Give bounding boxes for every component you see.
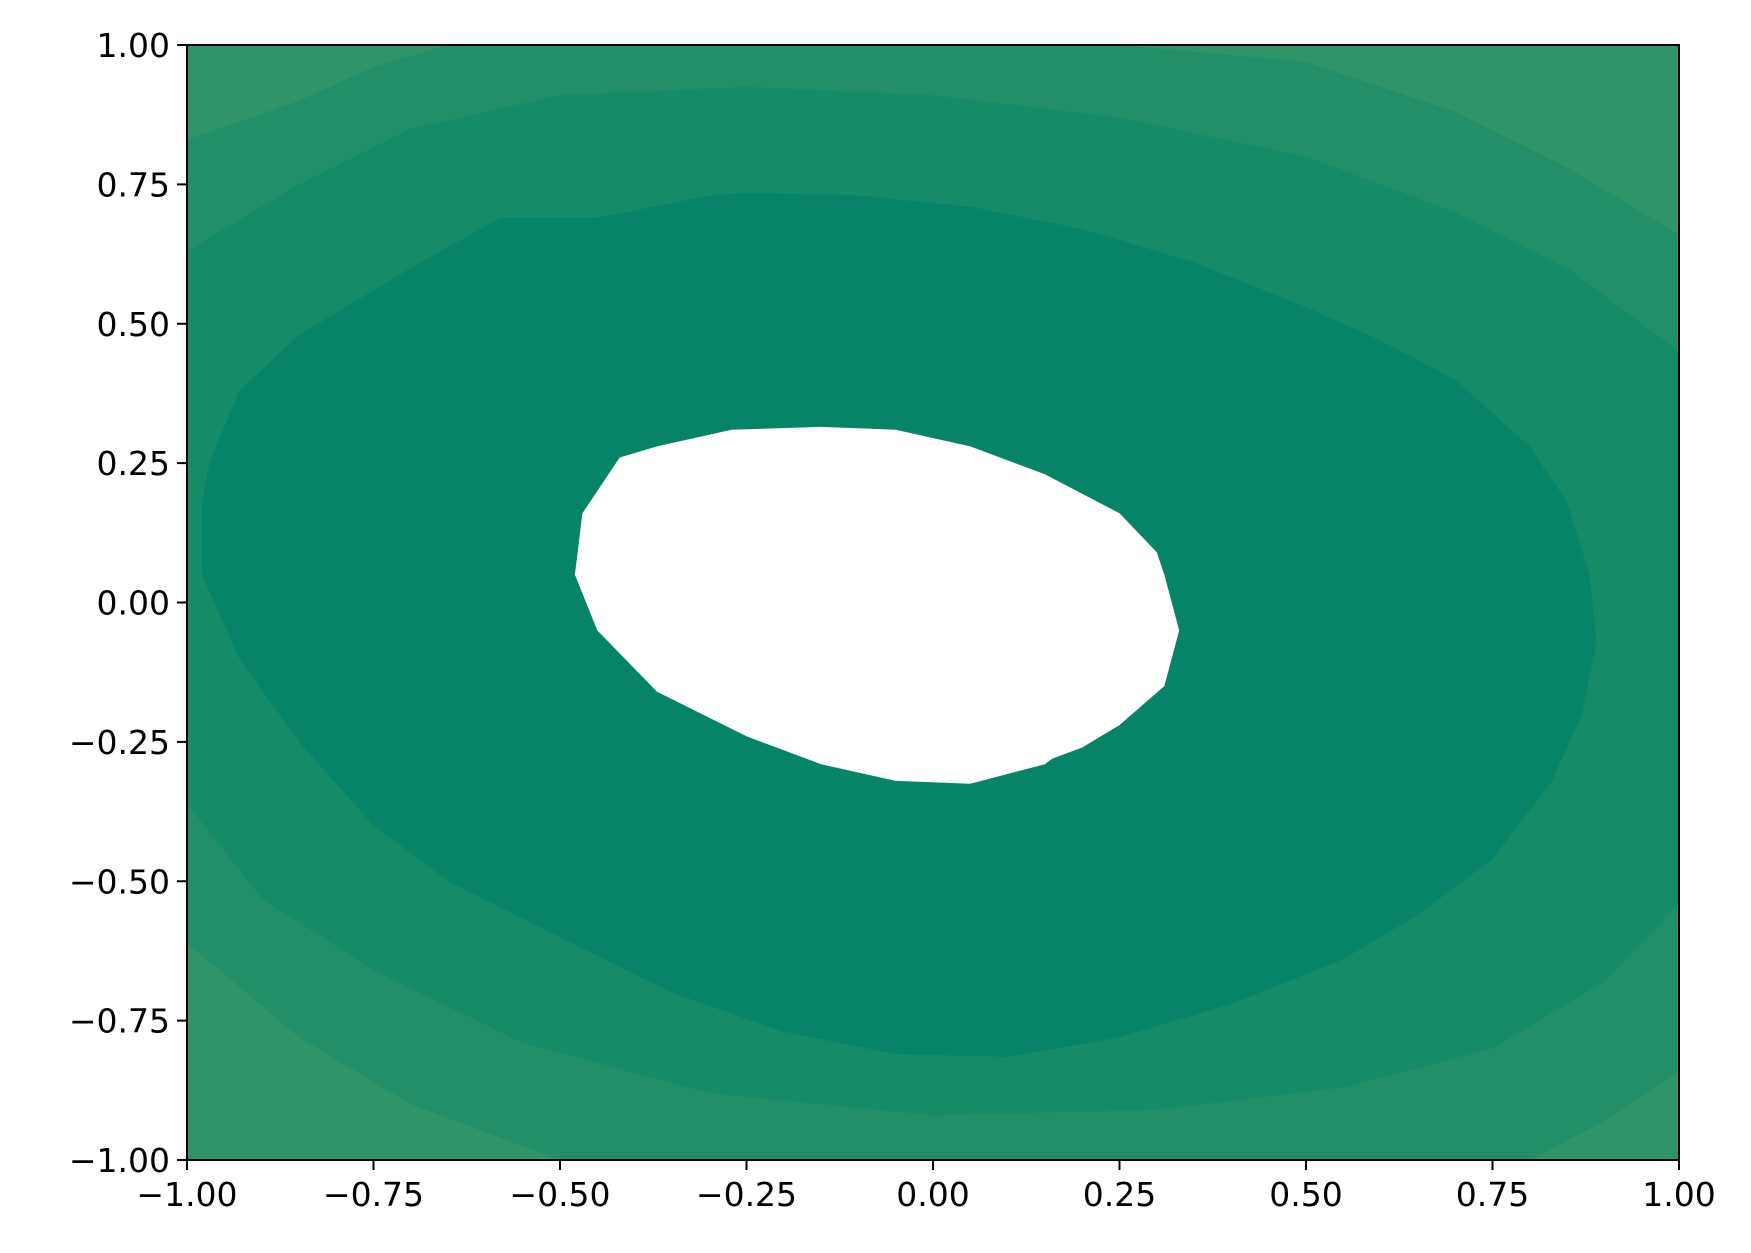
y-tick-label: 0.50 [97,305,170,344]
y-tick-label: 0.00 [97,584,170,623]
x-axis: −1.00 −0.75 −0.50 −0.25 0.00 0.25 0.50 0.75 1.00 [136,1160,1716,1214]
x-tick-label: −0.50 [509,1175,610,1214]
x-tick-label: 1.00 [1642,1175,1715,1214]
contour-fill-layer [187,45,1679,1160]
y-tick-label: 1.00 [97,26,170,65]
x-tick-label: 0.50 [1269,1175,1342,1214]
y-tick-label: −0.25 [69,723,170,762]
x-tick-label: 0.75 [1456,1175,1529,1214]
y-tick-label: 0.25 [97,444,170,483]
contour-hole [574,426,1180,784]
y-tick-label: 0.75 [97,165,170,204]
x-tick-label: −1.00 [136,1175,237,1214]
y-tick-label: −1.00 [69,1141,170,1180]
y-tick-label: −0.50 [69,862,170,901]
x-tick-label: −0.75 [323,1175,424,1214]
y-axis: −1.00 −0.75 −0.50 −0.25 0.00 0.25 0.50 0.75 1.00 [69,26,187,1180]
y-tick-label: −0.75 [69,1002,170,1041]
x-tick-label: −0.25 [696,1175,797,1214]
x-tick-label: 0.25 [1083,1175,1156,1214]
x-tick-label: 0.00 [896,1175,969,1214]
